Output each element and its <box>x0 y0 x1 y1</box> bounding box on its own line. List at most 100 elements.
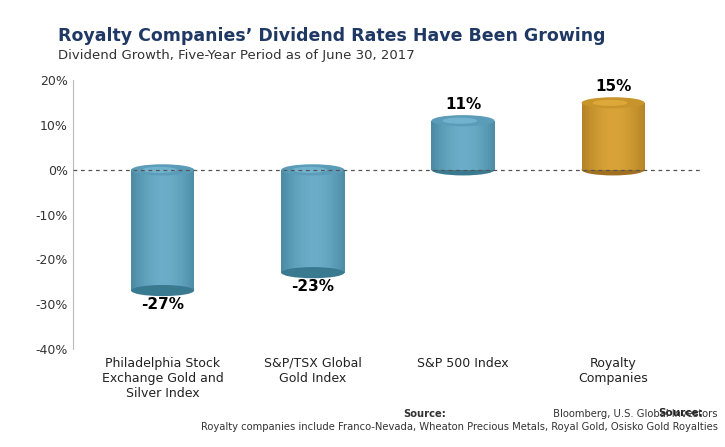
Bar <box>291 170 293 273</box>
Bar <box>288 170 289 273</box>
Bar <box>322 170 324 273</box>
Bar <box>458 121 460 170</box>
Bar <box>328 170 331 273</box>
Bar <box>137 170 139 291</box>
Bar <box>623 103 624 170</box>
Bar <box>312 170 315 273</box>
Text: Dividend Growth, Five-Year Period as of June 30, 2017: Dividend Growth, Five-Year Period as of … <box>58 49 415 62</box>
Bar <box>488 121 490 170</box>
Bar <box>454 121 455 170</box>
Bar <box>339 170 341 273</box>
Bar <box>186 170 188 291</box>
Bar <box>493 121 494 170</box>
Bar <box>324 170 326 273</box>
Bar <box>466 121 468 170</box>
Bar <box>643 103 645 170</box>
Bar <box>330 170 332 273</box>
Bar <box>629 103 631 170</box>
Bar <box>175 170 177 291</box>
Bar <box>618 103 620 170</box>
Bar <box>335 170 336 273</box>
Bar <box>615 103 616 170</box>
Bar <box>621 103 623 170</box>
Bar <box>635 103 637 170</box>
Bar <box>438 121 439 170</box>
Bar <box>189 170 191 291</box>
Bar <box>297 170 299 273</box>
Bar <box>149 170 150 291</box>
Bar <box>167 170 169 291</box>
Bar <box>180 170 182 291</box>
Bar <box>480 121 482 170</box>
Bar <box>457 121 458 170</box>
Bar <box>134 170 136 291</box>
Bar <box>450 121 452 170</box>
Text: Royalty Companies’ Dividend Rates Have Been Growing: Royalty Companies’ Dividend Rates Have B… <box>58 27 605 45</box>
Ellipse shape <box>131 285 194 296</box>
Ellipse shape <box>581 164 645 175</box>
Bar <box>294 170 296 273</box>
Bar <box>133 170 135 291</box>
Bar <box>169 170 171 291</box>
Ellipse shape <box>431 164 494 175</box>
Bar <box>141 170 142 291</box>
Bar <box>581 103 584 170</box>
Bar <box>320 170 323 273</box>
Bar <box>136 170 138 291</box>
Bar <box>183 170 185 291</box>
Bar <box>477 121 479 170</box>
Bar <box>343 170 344 273</box>
Bar <box>153 170 155 291</box>
Bar <box>319 170 321 273</box>
Bar <box>455 121 457 170</box>
Bar <box>281 170 283 273</box>
Ellipse shape <box>292 167 327 173</box>
Bar <box>619 103 621 170</box>
Bar <box>592 103 594 170</box>
Bar <box>599 103 601 170</box>
Bar <box>315 170 316 273</box>
Bar <box>613 103 615 170</box>
Bar <box>305 170 307 273</box>
Bar <box>583 103 585 170</box>
Bar <box>447 121 449 170</box>
Bar <box>471 121 473 170</box>
Bar <box>436 121 438 170</box>
Bar <box>289 170 291 273</box>
Bar <box>178 170 181 291</box>
Bar <box>283 170 285 273</box>
Bar <box>152 170 154 291</box>
Bar <box>431 121 434 170</box>
Bar <box>616 103 618 170</box>
Bar <box>433 121 435 170</box>
Bar <box>310 170 312 273</box>
Bar <box>604 103 605 170</box>
Bar <box>338 170 340 273</box>
Bar <box>594 103 596 170</box>
Bar <box>610 103 612 170</box>
Bar <box>296 170 297 273</box>
Bar <box>627 103 629 170</box>
Bar <box>492 121 493 170</box>
Bar <box>452 121 454 170</box>
Bar <box>588 103 590 170</box>
Bar <box>284 170 286 273</box>
Text: -27%: -27% <box>141 297 184 312</box>
Bar <box>639 103 640 170</box>
Bar <box>642 103 643 170</box>
Bar <box>158 170 160 291</box>
Bar <box>185 170 186 291</box>
Text: 15%: 15% <box>595 79 631 94</box>
Bar <box>469 121 471 170</box>
Bar <box>131 170 133 291</box>
Bar <box>145 170 147 291</box>
Ellipse shape <box>131 164 194 175</box>
Bar <box>170 170 173 291</box>
Bar <box>292 170 294 273</box>
Bar <box>608 103 610 170</box>
Bar <box>311 170 313 273</box>
Bar <box>326 170 327 273</box>
Bar <box>631 103 632 170</box>
Ellipse shape <box>442 118 477 124</box>
Bar <box>442 121 444 170</box>
